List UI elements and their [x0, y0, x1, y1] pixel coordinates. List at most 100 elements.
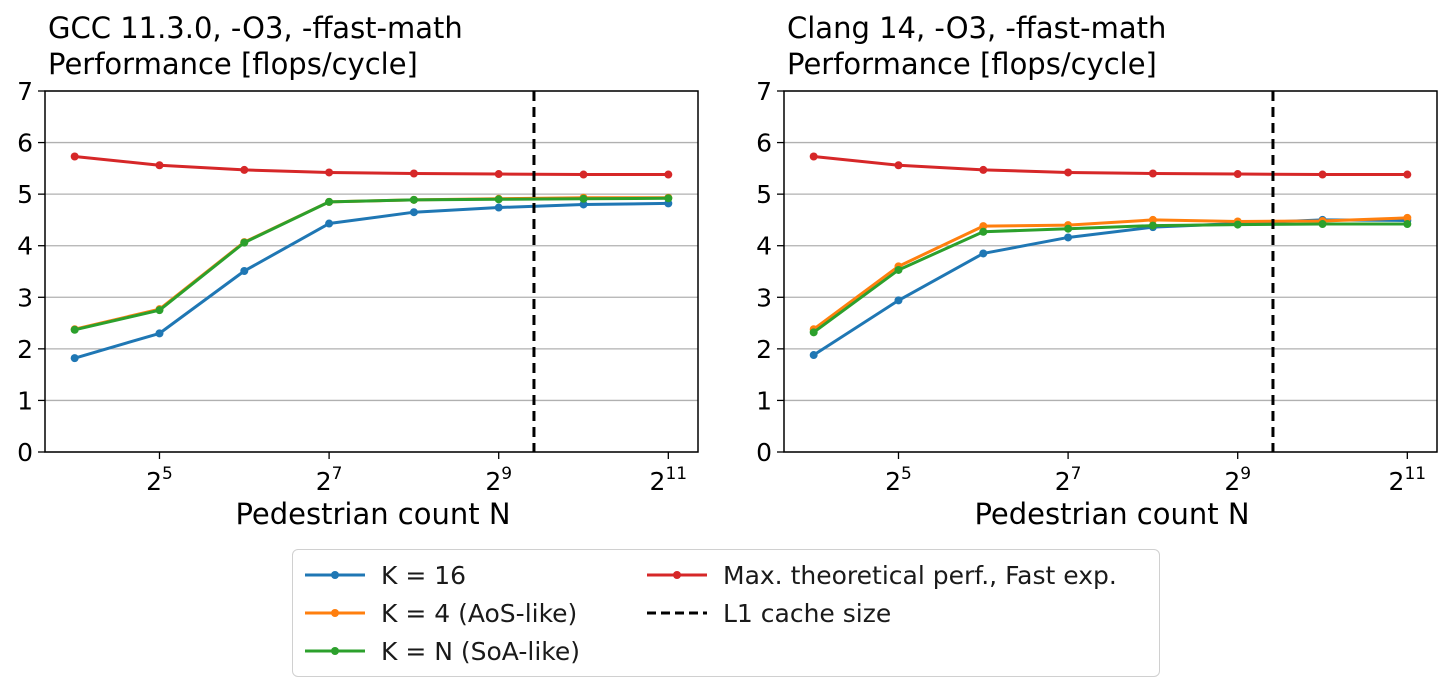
x-tick-label: 29 — [1224, 464, 1251, 496]
x-tick-label: 211 — [1389, 464, 1427, 496]
data-point — [240, 266, 249, 275]
data-point — [664, 170, 673, 179]
y-tick-label: 6 — [756, 129, 772, 158]
legend-item-k4: K = 4 (AoS-like) — [303, 596, 577, 630]
series-line — [74, 155, 669, 177]
legend-swatch — [305, 647, 365, 655]
plot-frame — [44, 90, 699, 453]
data-point — [579, 194, 588, 203]
legend-label: K = 16 — [381, 560, 467, 590]
series-line — [812, 216, 1408, 331]
y-tick-label: 4 — [756, 232, 772, 261]
legend-label: K = 4 (AoS-like) — [381, 598, 578, 628]
data-point — [494, 170, 503, 179]
legend: K = 16 K = 4 (AoS-like) K = N (SoA-like)… — [292, 549, 1160, 677]
data-point — [809, 152, 818, 161]
y-tick-label: 2 — [756, 335, 772, 364]
data-point — [325, 219, 334, 228]
data-point — [325, 197, 334, 206]
data-point — [409, 169, 418, 178]
x-tick-label: 27 — [1055, 464, 1082, 496]
series-line — [812, 222, 1408, 334]
data-point — [1233, 170, 1242, 179]
data-point — [70, 325, 79, 334]
data-point — [809, 351, 818, 360]
y-tick-label: 2 — [17, 335, 33, 364]
y-tick-label: 4 — [17, 232, 33, 261]
data-point — [409, 195, 418, 204]
y-tick-label: 5 — [17, 180, 33, 209]
plot-frame — [783, 90, 1438, 453]
legend-swatch — [305, 571, 365, 579]
chart-panel-gcc: GCC 11.3.0, -O3, -ffast-math Performance… — [17, 11, 699, 531]
data-point — [155, 329, 164, 338]
series-line — [813, 155, 1408, 177]
x-tick-label: 29 — [485, 464, 512, 496]
data-point — [1403, 170, 1412, 179]
data-point — [70, 152, 79, 161]
y-tick-label: 0 — [756, 438, 772, 467]
data-point — [809, 328, 818, 337]
y-tick-label: 1 — [17, 386, 33, 415]
data-point — [579, 170, 588, 179]
y-tick-label: 7 — [17, 77, 33, 106]
data-point — [409, 208, 418, 217]
data-point — [1318, 220, 1327, 229]
data-point — [1064, 233, 1073, 242]
data-point — [979, 227, 988, 236]
y-tick-label: 1 — [756, 386, 772, 415]
series-line — [74, 196, 669, 332]
data-point — [979, 165, 988, 174]
x-tick-label: 211 — [650, 464, 688, 496]
data-point — [1148, 215, 1157, 224]
data-point — [579, 200, 588, 209]
y-tick-label: 7 — [756, 77, 772, 106]
legend-swatch — [647, 611, 707, 615]
data-point — [1233, 220, 1242, 229]
data-point — [664, 194, 673, 203]
legend-item-k16: K = 16 — [303, 558, 466, 592]
chart-subtitle: Performance [flops/cycle] — [787, 47, 1157, 81]
data-point — [1064, 224, 1073, 233]
data-point — [494, 195, 503, 204]
chart-title: GCC 11.3.0, -O3, -ffast-math — [48, 11, 463, 45]
x-axis-label: Pedestrian count N — [235, 497, 510, 531]
data-point — [979, 249, 988, 258]
y-tick-label: 5 — [756, 180, 772, 209]
legend-item-max-perf: Max. theoretical perf., Fast exp. — [645, 558, 1117, 592]
legend-label: Max. theoretical perf., Fast exp. — [723, 560, 1117, 590]
data-point — [325, 168, 334, 177]
data-point — [979, 222, 988, 231]
chart-title: Clang 14, -O3, -ffast-math — [787, 11, 1166, 45]
y-tick-label: 0 — [17, 438, 33, 467]
y-tick-label: 3 — [756, 283, 772, 312]
legend-item-kn: K = N (SoA-like) — [303, 634, 580, 668]
data-point — [155, 161, 164, 170]
series-line — [812, 218, 1408, 357]
data-point — [240, 238, 249, 247]
legend-swatch — [647, 571, 707, 579]
data-point — [1403, 220, 1412, 229]
x-axis-label: Pedestrian count N — [974, 497, 1249, 531]
legend-item-l1-cache: L1 cache size — [645, 596, 891, 630]
series-line — [74, 201, 669, 360]
data-point — [1148, 169, 1157, 178]
data-point — [894, 161, 903, 170]
chart-subtitle: Performance [flops/cycle] — [48, 47, 418, 81]
data-point — [894, 296, 903, 305]
legend-swatch — [305, 609, 365, 617]
x-tick-label: 27 — [316, 464, 343, 496]
data-point — [494, 203, 503, 212]
data-point — [155, 306, 164, 315]
x-tick-label: 25 — [885, 464, 912, 496]
y-tick-label: 6 — [17, 129, 33, 158]
y-tick-label: 3 — [17, 283, 33, 312]
data-point — [1148, 221, 1157, 230]
x-tick-label: 25 — [146, 464, 173, 496]
data-point — [1318, 170, 1327, 179]
data-point — [240, 165, 249, 174]
data-point — [1403, 213, 1412, 222]
data-point — [894, 265, 903, 274]
data-point — [70, 354, 79, 363]
